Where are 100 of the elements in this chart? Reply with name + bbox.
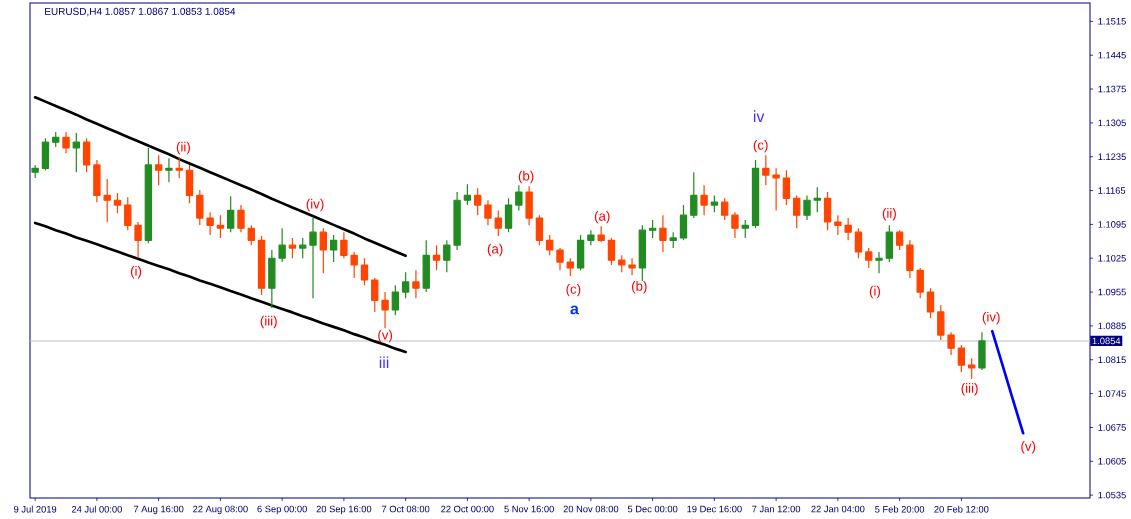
candlestick bbox=[247, 224, 255, 246]
y-tick-label: 1.1375 bbox=[1098, 85, 1126, 93]
candlestick bbox=[391, 284, 400, 316]
x-tick-label: 22 Jan 04:00 bbox=[811, 505, 865, 513]
candlestick bbox=[566, 257, 574, 277]
candlestick bbox=[360, 257, 369, 286]
annotation: (b) bbox=[518, 170, 534, 184]
candlestick bbox=[916, 267, 924, 299]
candlestick bbox=[237, 204, 245, 233]
candlestick bbox=[793, 194, 801, 229]
candlestick bbox=[597, 225, 605, 243]
annotation: (iv) bbox=[306, 198, 324, 212]
annotation: (ii) bbox=[176, 141, 190, 155]
annotation: (i) bbox=[869, 285, 881, 299]
y-tick-label: 1.1025 bbox=[1098, 254, 1126, 262]
candlestick bbox=[82, 137, 91, 173]
candlestick bbox=[978, 331, 986, 371]
annotation: (iii) bbox=[260, 315, 277, 329]
x-tick-label: 24 Jul 00:00 bbox=[71, 505, 122, 513]
candlestick bbox=[854, 227, 863, 259]
candlestick bbox=[895, 229, 904, 251]
candlestick bbox=[196, 189, 204, 226]
x-tick-label: 19 Dec 16:00 bbox=[687, 505, 742, 513]
candlestick bbox=[381, 291, 389, 329]
candlestick bbox=[967, 357, 976, 380]
x-tick-label: 9 Jul 2019 bbox=[14, 505, 57, 513]
y-tick-label: 1.0535 bbox=[1098, 491, 1126, 499]
annotation: (a) bbox=[487, 243, 503, 257]
candlestick bbox=[453, 191, 461, 251]
y-tick-label: 1.0885 bbox=[1098, 322, 1126, 330]
annotation: (c) bbox=[753, 139, 768, 153]
line-series bbox=[33, 221, 407, 354]
candlestick bbox=[494, 209, 502, 237]
annotation: (c) bbox=[566, 283, 581, 297]
y-tick-label: 1.0745 bbox=[1098, 390, 1126, 397]
candlestick bbox=[762, 154, 770, 186]
line-series bbox=[990, 329, 1025, 435]
candlestick bbox=[772, 167, 780, 211]
candlestick bbox=[556, 247, 564, 271]
annotation: (iii) bbox=[961, 383, 978, 396]
candlestick bbox=[319, 227, 327, 274]
x-tick-label: 22 Aug 08:00 bbox=[193, 505, 248, 515]
candlestick bbox=[947, 331, 955, 356]
candlestick bbox=[412, 269, 420, 299]
candlestick bbox=[227, 195, 235, 233]
candlestick bbox=[329, 234, 338, 263]
candlestick bbox=[206, 211, 214, 236]
x-tick-label: 5 Feb 20:00 bbox=[875, 505, 925, 513]
candlestick bbox=[700, 184, 708, 216]
candlestick bbox=[844, 217, 852, 241]
candlestick bbox=[484, 199, 492, 226]
annotation: (v) bbox=[1021, 441, 1036, 454]
candlestick bbox=[679, 204, 688, 241]
candlestick bbox=[576, 234, 585, 271]
candlestick bbox=[823, 191, 832, 231]
y-tick-label: 1.0675 bbox=[1098, 424, 1126, 431]
annotation: iv bbox=[753, 110, 765, 122]
annotation: (b) bbox=[631, 281, 647, 294]
candlestick bbox=[175, 156, 183, 179]
candlestick bbox=[535, 214, 544, 246]
candlestick bbox=[134, 221, 142, 259]
y-tick-label: 1.1445 bbox=[1098, 51, 1126, 59]
annotation: (v) bbox=[378, 329, 393, 343]
candlestick bbox=[659, 214, 667, 253]
y-tick-label: 1.1165 bbox=[1098, 187, 1126, 194]
candlestick bbox=[473, 187, 482, 216]
candlestick bbox=[669, 231, 677, 249]
candlestick bbox=[618, 254, 626, 273]
y-tick-label: 1.0815 bbox=[1098, 356, 1126, 364]
candlestick bbox=[720, 197, 729, 221]
x-tick-label: 7 Oct 08:00 bbox=[381, 505, 430, 513]
chart-title: EURUSD,H4 1.0857 1.0867 1.0853 1.0854 bbox=[45, 7, 236, 17]
candlestick bbox=[463, 183, 472, 206]
annotation: a bbox=[570, 305, 579, 315]
candlestick bbox=[957, 344, 966, 373]
candlestick bbox=[371, 277, 379, 313]
candlestick bbox=[340, 231, 348, 259]
candlestick bbox=[309, 217, 317, 299]
annotation: (i) bbox=[130, 266, 142, 279]
candlestick bbox=[113, 192, 122, 214]
x-tick-label: 5 Nov 16:00 bbox=[504, 505, 554, 513]
candlestick bbox=[124, 196, 132, 231]
candlestick bbox=[52, 131, 60, 148]
candlestick bbox=[154, 154, 163, 186]
annotation: iii bbox=[379, 356, 389, 368]
candlestick bbox=[885, 224, 894, 263]
candlestick bbox=[144, 147, 153, 244]
candlestick bbox=[587, 229, 595, 246]
y-tick-label: 1.0955 bbox=[1098, 288, 1126, 296]
candlestick bbox=[515, 184, 523, 211]
candlestick bbox=[401, 271, 410, 299]
y-tick-label: 1.0605 bbox=[1098, 457, 1126, 465]
annotation: (a) bbox=[594, 210, 610, 224]
candlestick bbox=[865, 247, 873, 269]
candlestick bbox=[875, 251, 883, 274]
ref-line-label: 1.0854 bbox=[1092, 337, 1121, 345]
candlestick bbox=[41, 137, 50, 171]
candlestick bbox=[443, 239, 451, 273]
candlestick bbox=[834, 214, 842, 236]
candlestick bbox=[268, 249, 276, 309]
